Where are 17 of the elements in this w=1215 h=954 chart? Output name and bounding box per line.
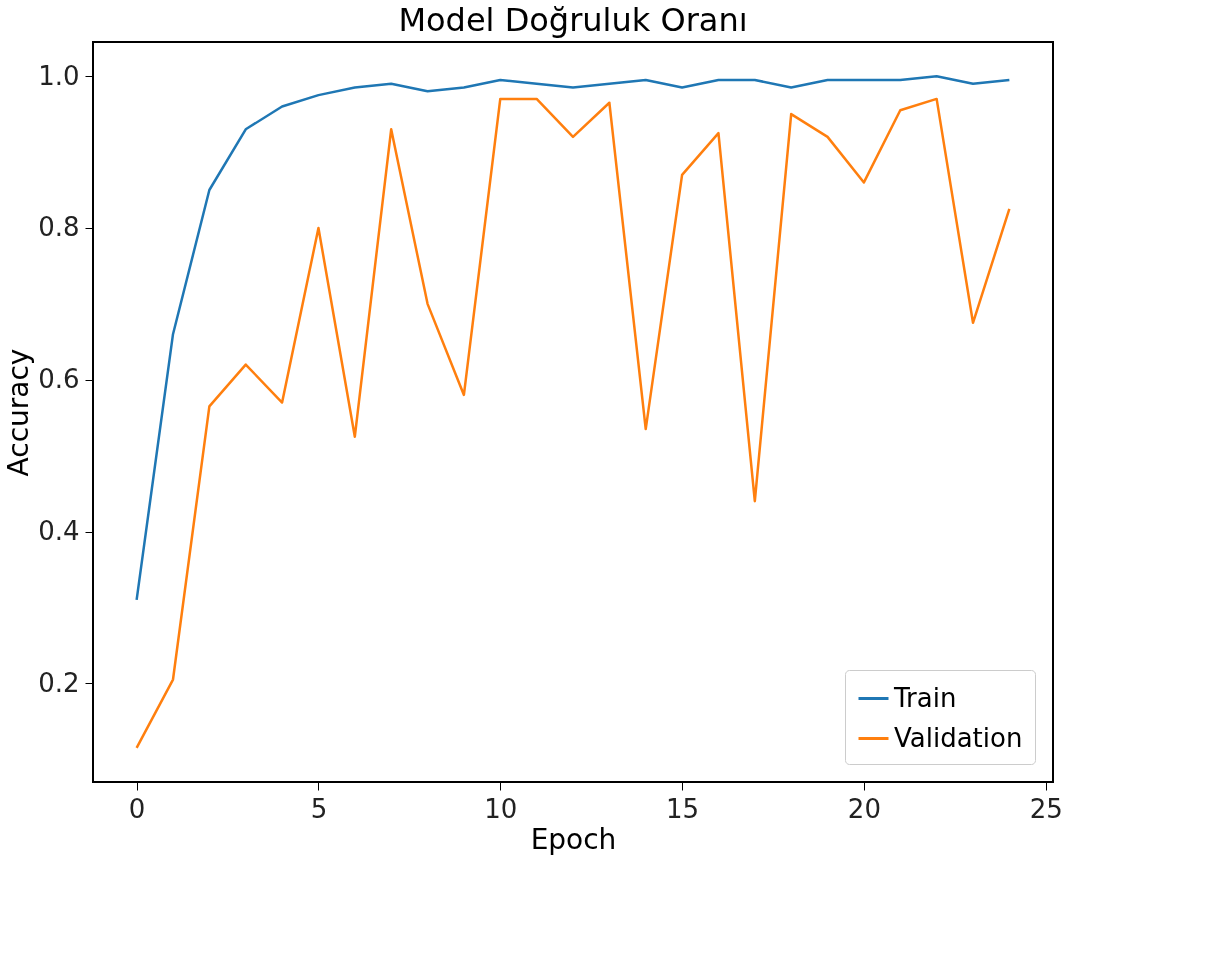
y-tick-label: 0.4 — [38, 516, 80, 547]
y-tick-label: 0.2 — [38, 667, 80, 698]
chart-title: Model Doğruluk Oranı — [398, 1, 748, 39]
x-tick-label: 25 — [1029, 793, 1063, 824]
y-tick-label: 1.0 — [38, 60, 80, 91]
legend-label: Train — [893, 682, 957, 713]
y-tick-label: 0.8 — [38, 212, 80, 243]
x-tick-label: 20 — [847, 793, 881, 824]
y-axis-title: Accuracy — [2, 348, 36, 477]
y-tick-label: 0.6 — [38, 364, 80, 395]
x-tick-label: 15 — [666, 793, 700, 824]
x-tick-label: 5 — [310, 793, 328, 824]
x-axis-title: Epoch — [530, 822, 617, 856]
x-tick-label: 0 — [128, 793, 146, 824]
line-series — [135, 74, 1011, 602]
legend-label: Validation — [894, 722, 1023, 753]
x-tick-label: 10 — [484, 793, 518, 824]
